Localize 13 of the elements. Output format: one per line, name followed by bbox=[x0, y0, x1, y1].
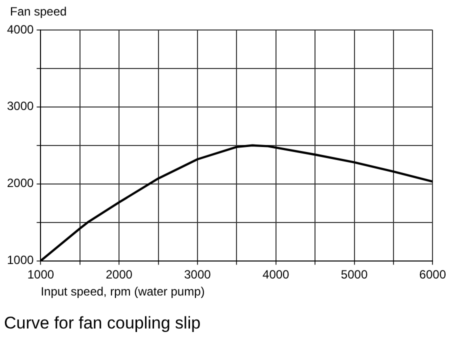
x-tick-label: 5000 bbox=[340, 267, 368, 282]
y-tick-label: 2000 bbox=[6, 176, 34, 190]
y-axis-title: Fan speed bbox=[10, 4, 67, 18]
y-tick-label: 4000 bbox=[6, 22, 34, 36]
x-tick-label: 6000 bbox=[419, 267, 446, 282]
x-tick-label: 3000 bbox=[184, 267, 212, 282]
text: Curve for fan coupling slip bbox=[4, 313, 201, 332]
x-tick-label: 2000 bbox=[106, 267, 133, 282]
x-axis-title: Input speed, rpm (water pump) bbox=[40, 284, 205, 299]
y-tick-label: 1000 bbox=[6, 253, 34, 268]
x-tick-label: 4000 bbox=[262, 267, 290, 282]
y-tick-label: 3000 bbox=[6, 99, 34, 114]
x-tick-label: 1000 bbox=[27, 267, 54, 282]
